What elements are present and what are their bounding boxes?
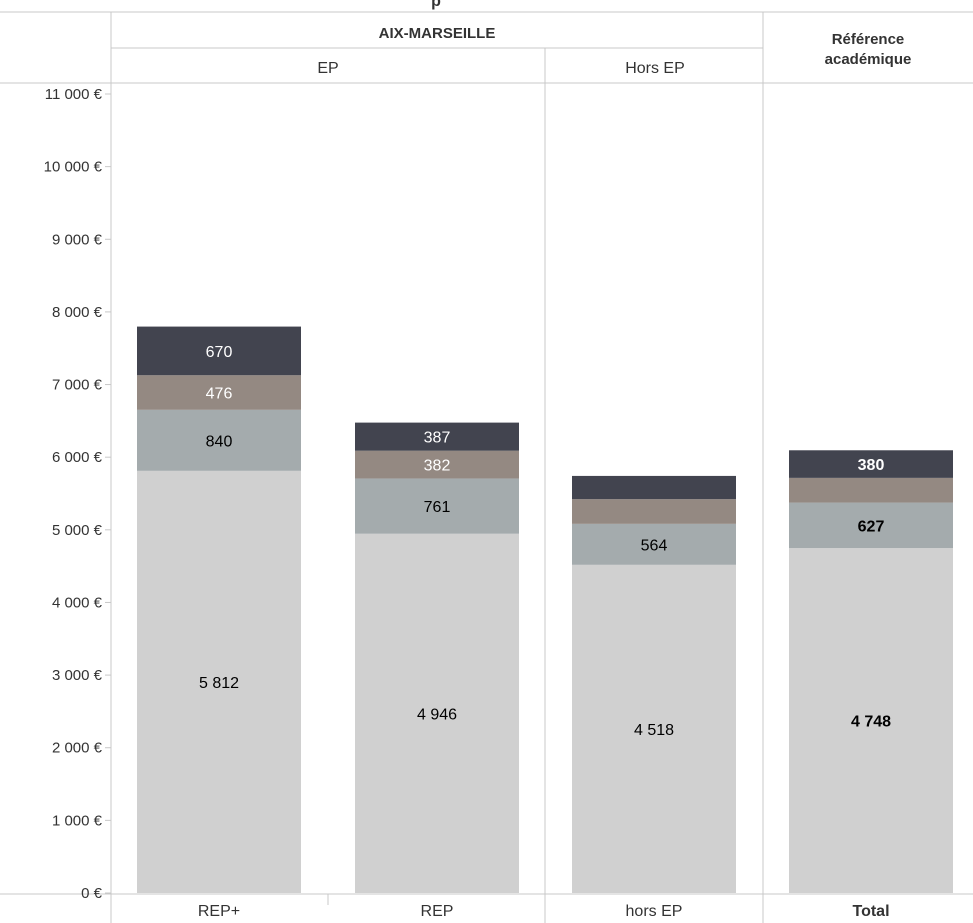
bar-value-label: 761 <box>424 499 451 516</box>
header-reference-line1: Référence <box>832 31 905 48</box>
header: p AIX-MARSEILLE EP Hors EP Référence aca… <box>0 0 973 84</box>
bar-value-label: 564 <box>641 537 668 554</box>
bar-segment <box>789 450 953 478</box>
bar-segment <box>137 409 301 471</box>
bar-value-label: 4 518 <box>634 722 674 739</box>
y-tick-label: 10 000 € <box>44 159 103 176</box>
bar-segment <box>355 478 519 534</box>
bar-segment <box>572 499 736 524</box>
bar-value-label: 380 <box>858 457 885 474</box>
y-tick-label: 2 000 € <box>52 740 103 757</box>
bar-value-label: 4 946 <box>417 706 457 723</box>
bar-value-label: 627 <box>858 518 885 535</box>
category-label: Total <box>852 903 889 920</box>
bar-segment <box>572 475 736 500</box>
bar-segment <box>137 375 301 410</box>
panel-dividers <box>0 12 973 923</box>
y-tick-label: 4 000 € <box>52 594 103 611</box>
bar-segment <box>137 326 301 376</box>
y-tick-label: 5 000 € <box>52 522 103 539</box>
bar-segment <box>355 450 519 479</box>
bar-value-label: 4 748 <box>851 714 891 731</box>
category-label: REP+ <box>198 903 240 920</box>
y-tick-label: 6 000 € <box>52 449 103 466</box>
bar-segment <box>789 502 953 549</box>
y-tick-label: 8 000 € <box>52 304 103 321</box>
category-label: REP <box>421 903 454 920</box>
header-title-fragment: p <box>431 0 441 10</box>
y-tick-label: 7 000 € <box>52 377 103 394</box>
bar-segment <box>355 422 519 451</box>
y-tick-label: 1 000 € <box>52 812 103 829</box>
bar-value-label: 670 <box>206 344 233 361</box>
header-group-ep: EP <box>317 60 338 77</box>
category-label: hors EP <box>626 903 683 920</box>
bar-value-label: 476 <box>206 386 233 403</box>
bar-segment <box>572 523 736 565</box>
y-tick-label: 0 € <box>81 885 103 902</box>
bar-segment <box>572 564 736 893</box>
bar-value-label: 382 <box>424 458 451 475</box>
y-axis: 0 € 1 000 € 2 000 € 3 000 € 4 000 € 5 000 € 6 … <box>44 86 111 902</box>
y-tick-label: 9 000 € <box>52 231 103 248</box>
bar-value-label: 387 <box>424 430 451 447</box>
bar-value-label: 5 812 <box>199 675 239 692</box>
bar-segment <box>789 548 953 893</box>
y-tick-label: 11 000 € <box>45 86 103 103</box>
y-tick-label: 3 000 € <box>52 667 103 684</box>
bars: 5 812 840 476 670 4 946 761 382 387 4 518 564 4 74… <box>137 326 953 893</box>
header-group-hors-ep: Hors EP <box>625 60 685 77</box>
header-region: AIX-MARSEILLE <box>379 25 496 42</box>
header-reference-line2: académique <box>825 51 912 68</box>
bar-segment <box>137 470 301 893</box>
bar-segment <box>789 477 953 503</box>
category-labels: REP+ REP hors EP Total <box>198 903 890 920</box>
bar-value-label: 840 <box>206 433 233 450</box>
bar-segment <box>355 533 519 893</box>
